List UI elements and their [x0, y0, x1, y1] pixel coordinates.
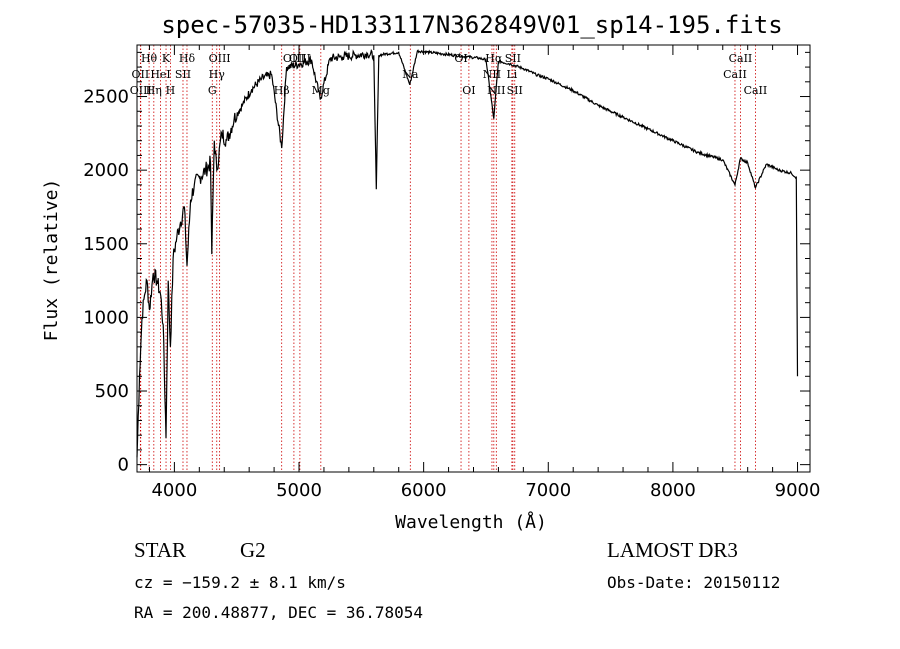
- x-tick-label-0: 4000: [151, 480, 197, 501]
- line-label-9: OIII: [209, 52, 231, 65]
- line-label-15: Mg: [312, 84, 330, 97]
- plot-frame: [136, 44, 811, 473]
- y-tick-label-3: 1500: [83, 234, 129, 255]
- observation-date: Obs-Date: 20150112: [607, 573, 781, 592]
- x-tick-label-5: 9000: [775, 480, 821, 501]
- line-label-12: Hβ: [274, 84, 290, 97]
- x-tick-label-2: 6000: [401, 480, 447, 501]
- spectrum-line: [136, 49, 799, 458]
- line-label-23: Li: [506, 68, 517, 81]
- line-label-5: Hη: [146, 84, 162, 97]
- line-label-14: OIII: [283, 52, 305, 65]
- line-label-16: Na: [402, 68, 419, 81]
- x-tick-label-1: 5000: [276, 480, 322, 501]
- x-tick-label-3: 7000: [525, 480, 571, 501]
- line-label-2: OIII: [130, 84, 152, 97]
- line-label-17: OI: [454, 52, 467, 65]
- spectrum-plot: spec-57035-HD133117N362849V01_sp14-195.f…: [41, 11, 821, 533]
- y-tick-label-2: 1000: [83, 307, 129, 328]
- line-label-6: H: [166, 84, 176, 97]
- spectral-line-markers: [139, 45, 756, 472]
- y-axis-ticks: 0 500 1000 1500 2000 2500: [83, 51, 810, 476]
- ra-dec-coordinates: RA = 200.48877, DEC = 36.78054: [134, 603, 423, 622]
- y-tick-label-0: 0: [118, 455, 129, 476]
- line-label-22: SII: [505, 52, 521, 65]
- x-axis-label: Wavelength (Å): [395, 511, 547, 533]
- line-label-0: Hθ: [141, 52, 158, 65]
- line-label-4: HeI: [150, 68, 170, 81]
- object-class: STAR: [134, 538, 186, 562]
- line-label-8: SII: [175, 68, 191, 81]
- y-axis-label: Flux (relative): [41, 179, 62, 342]
- y-tick-label-1: 500: [95, 381, 129, 402]
- x-tick-label-4: 8000: [650, 480, 696, 501]
- line-label-3: K: [162, 52, 171, 65]
- line-label-11: G: [208, 84, 217, 97]
- line-label-18: OI: [462, 84, 475, 97]
- line-label-24: SII: [507, 84, 523, 97]
- line-label-27: CaII: [744, 84, 768, 97]
- line-label-20: NII: [483, 68, 501, 81]
- line-label-10: Hγ: [209, 68, 226, 81]
- line-label-7: Hδ: [179, 52, 196, 65]
- object-subclass: G2: [240, 538, 266, 562]
- y-tick-label-4: 2000: [83, 160, 129, 181]
- chart-title: spec-57035-HD133117N362849V01_sp14-195.f…: [161, 11, 782, 39]
- y-tick-label-5: 2500: [83, 87, 129, 108]
- survey-name: LAMOST DR3: [607, 538, 738, 562]
- line-label-19: Hα: [485, 52, 503, 65]
- redshift-cz: cz = −159.2 ± 8.1 km/s: [134, 573, 346, 592]
- line-label-26: CaII: [723, 68, 747, 81]
- line-label-25: CaII: [729, 52, 753, 65]
- x-axis-ticks: 4000 5000 6000 7000 8000 9000: [148, 45, 821, 501]
- line-label-1: OII: [132, 68, 150, 81]
